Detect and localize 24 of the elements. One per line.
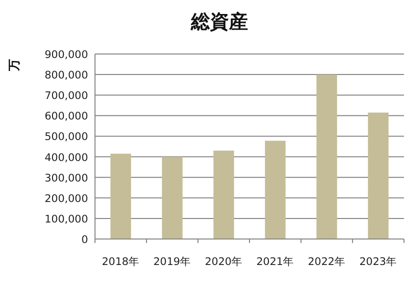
y-tick-label: 300,000 <box>44 172 88 184</box>
chart-title: 総資産 <box>190 11 248 33</box>
y-tick-label: 900,000 <box>44 49 88 61</box>
y-tick-label: 100,000 <box>44 213 88 226</box>
x-tick-label: 2018年 <box>102 256 140 268</box>
y-tick-label: 800,000 <box>44 70 88 82</box>
y-tick-label: 600,000 <box>44 110 88 123</box>
bar <box>316 74 338 239</box>
y-tick-label: 0 <box>81 234 88 246</box>
bar <box>213 150 234 239</box>
bar <box>110 154 132 239</box>
y-tick-label: 200,000 <box>44 192 88 205</box>
x-tick-label: 2019年 <box>153 256 192 268</box>
x-tick-label: 2023年 <box>359 256 398 268</box>
bar <box>162 156 183 239</box>
y-axis-title: 万 <box>7 59 21 72</box>
y-tick-label: 400,000 <box>44 152 88 164</box>
bar <box>368 112 389 239</box>
x-tick-label: 2022年 <box>308 256 346 268</box>
x-tick-label: 2020年 <box>204 256 243 268</box>
x-tick-label: 2021年 <box>256 256 294 268</box>
bar <box>264 140 286 239</box>
y-tick-label: 700,000 <box>44 90 88 102</box>
y-tick-label: 500,000 <box>44 131 88 144</box>
